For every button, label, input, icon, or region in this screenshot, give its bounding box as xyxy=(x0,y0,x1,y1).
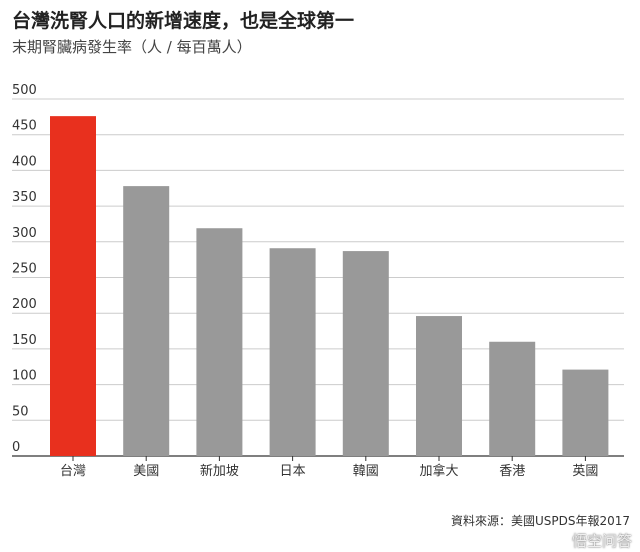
y-tick-label: 500 xyxy=(12,83,37,98)
y-tick-label: 450 xyxy=(12,119,37,134)
bar xyxy=(196,228,243,456)
source-note: 資料來源：美國USPDS年報2017 xyxy=(450,514,630,528)
x-tick-label: 台灣 xyxy=(60,464,86,479)
watermark: 悟空问答 xyxy=(571,532,632,550)
y-tick-label: 200 xyxy=(12,297,37,312)
bar xyxy=(562,369,609,456)
x-tick-label: 美國 xyxy=(133,464,159,479)
x-tick-label: 日本 xyxy=(280,464,306,479)
y-tick-label: 350 xyxy=(12,190,37,205)
y-tick-label: 300 xyxy=(12,226,37,241)
x-tick-label: 香港 xyxy=(499,464,525,479)
chart-title: 台灣洗腎人口的新增速度，也是全球第一 xyxy=(12,10,355,32)
x-tick-label: 新加坡 xyxy=(200,463,239,479)
bar xyxy=(342,251,389,456)
x-tick-label: 英國 xyxy=(572,464,598,479)
bar xyxy=(123,186,170,456)
y-tick-label: 0 xyxy=(12,440,20,455)
x-tick-label: 加拿大 xyxy=(419,463,458,479)
bar xyxy=(50,116,96,457)
y-tick-label: 100 xyxy=(12,369,37,384)
x-tick-label: 韓國 xyxy=(353,464,379,479)
chart-subtitle: 末期腎臟病發生率（人 / 每百萬人） xyxy=(12,38,252,56)
bar xyxy=(489,341,536,456)
bar xyxy=(269,248,316,456)
y-tick-label: 150 xyxy=(12,333,37,348)
y-tick-label: 250 xyxy=(12,262,37,277)
bar xyxy=(416,316,462,456)
y-tick-label: 50 xyxy=(12,404,29,419)
y-tick-label: 400 xyxy=(12,154,37,169)
